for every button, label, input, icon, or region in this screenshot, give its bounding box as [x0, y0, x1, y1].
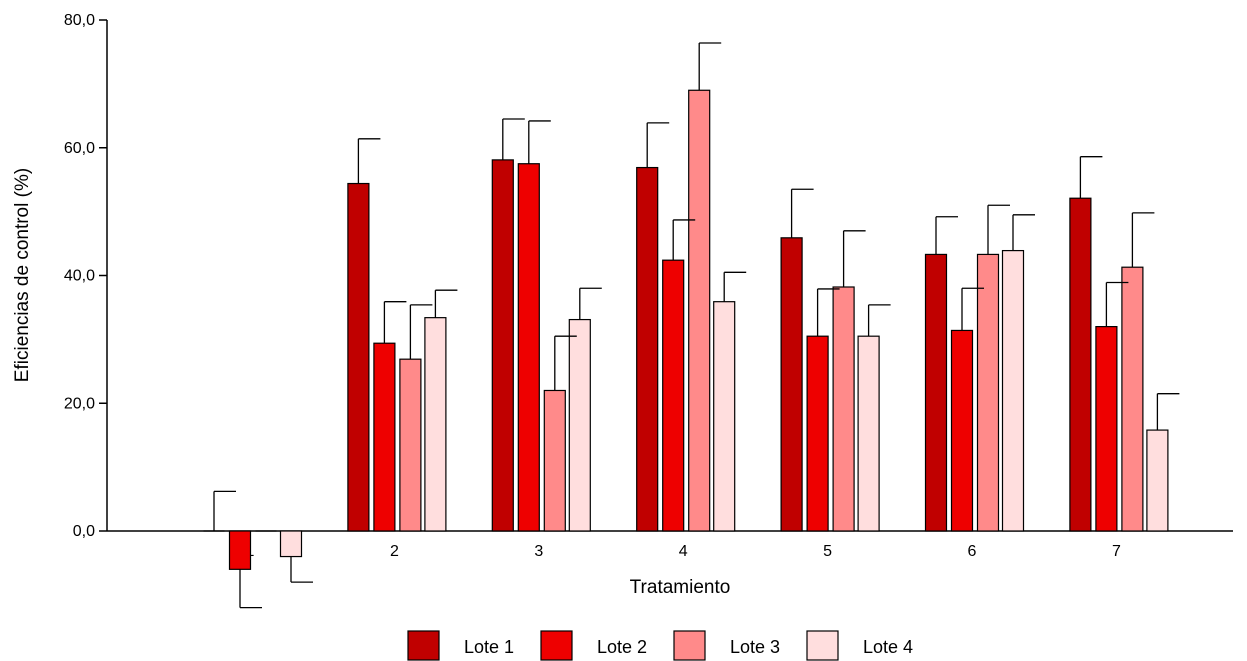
x-category-label: 4: [679, 543, 688, 560]
bar: [1001, 249, 1025, 532]
y-tick-label: 60,0: [64, 140, 95, 157]
bar: [832, 286, 855, 532]
bar: [279, 530, 303, 558]
bar: [806, 335, 829, 532]
bar: [517, 163, 540, 532]
legend-item: Lote 1: [407, 630, 514, 661]
legend: Lote 1 Lote 2 Lote 3 Lote 4: [407, 630, 913, 661]
legend-swatch: [540, 630, 573, 661]
bar: [713, 301, 736, 532]
legend-label: Lote 1: [464, 637, 514, 657]
x-axis-title: Tratamiento: [630, 577, 731, 598]
bar: [688, 89, 711, 532]
x-category-label: 7: [1112, 543, 1121, 560]
bar: [780, 237, 803, 532]
bar: [950, 329, 974, 532]
bar: [543, 389, 566, 532]
x-category-label: 5: [823, 543, 832, 560]
bar: [1146, 429, 1169, 532]
x-category-label: 6: [968, 543, 977, 560]
y-axis-title: Eficiencias de control (%): [12, 168, 33, 382]
y-tick-label: 40,0: [64, 268, 95, 285]
legend-swatch: [673, 630, 706, 661]
bar: [373, 342, 396, 532]
bar: [228, 530, 252, 570]
error-bars-layer: [213, 42, 1180, 609]
legend-item: Lote 3: [673, 630, 780, 661]
bar: [1069, 197, 1092, 532]
legend-item: Lote 2: [540, 630, 647, 661]
bar: [424, 317, 447, 532]
bar: [636, 166, 659, 532]
bar: [491, 159, 514, 532]
labels-layer: Tratamiento Eficiencias de control (%): [12, 168, 730, 598]
bar: [924, 253, 948, 532]
bar: [347, 182, 370, 532]
y-tick-label: 20,0: [64, 395, 95, 412]
legend-swatch: [806, 630, 839, 661]
bar: [857, 335, 880, 532]
y-tick-label: 0,0: [73, 523, 95, 540]
bar: [1121, 266, 1144, 532]
bars-layer: [203, 89, 1169, 570]
bar: [976, 253, 1000, 532]
bar: [1095, 326, 1118, 532]
x-category-label: 2: [390, 543, 399, 560]
legend-label: Lote 4: [863, 637, 913, 657]
bar: [568, 318, 591, 532]
bar: [662, 259, 685, 532]
legend-swatch: [407, 630, 440, 661]
x-category-label: 3: [534, 543, 543, 560]
bar: [399, 358, 422, 532]
legend-label: Lote 2: [597, 637, 647, 657]
legend-item: Lote 4: [806, 630, 913, 661]
legend-label: Lote 3: [730, 637, 780, 657]
y-tick-label: 80,0: [64, 12, 95, 29]
